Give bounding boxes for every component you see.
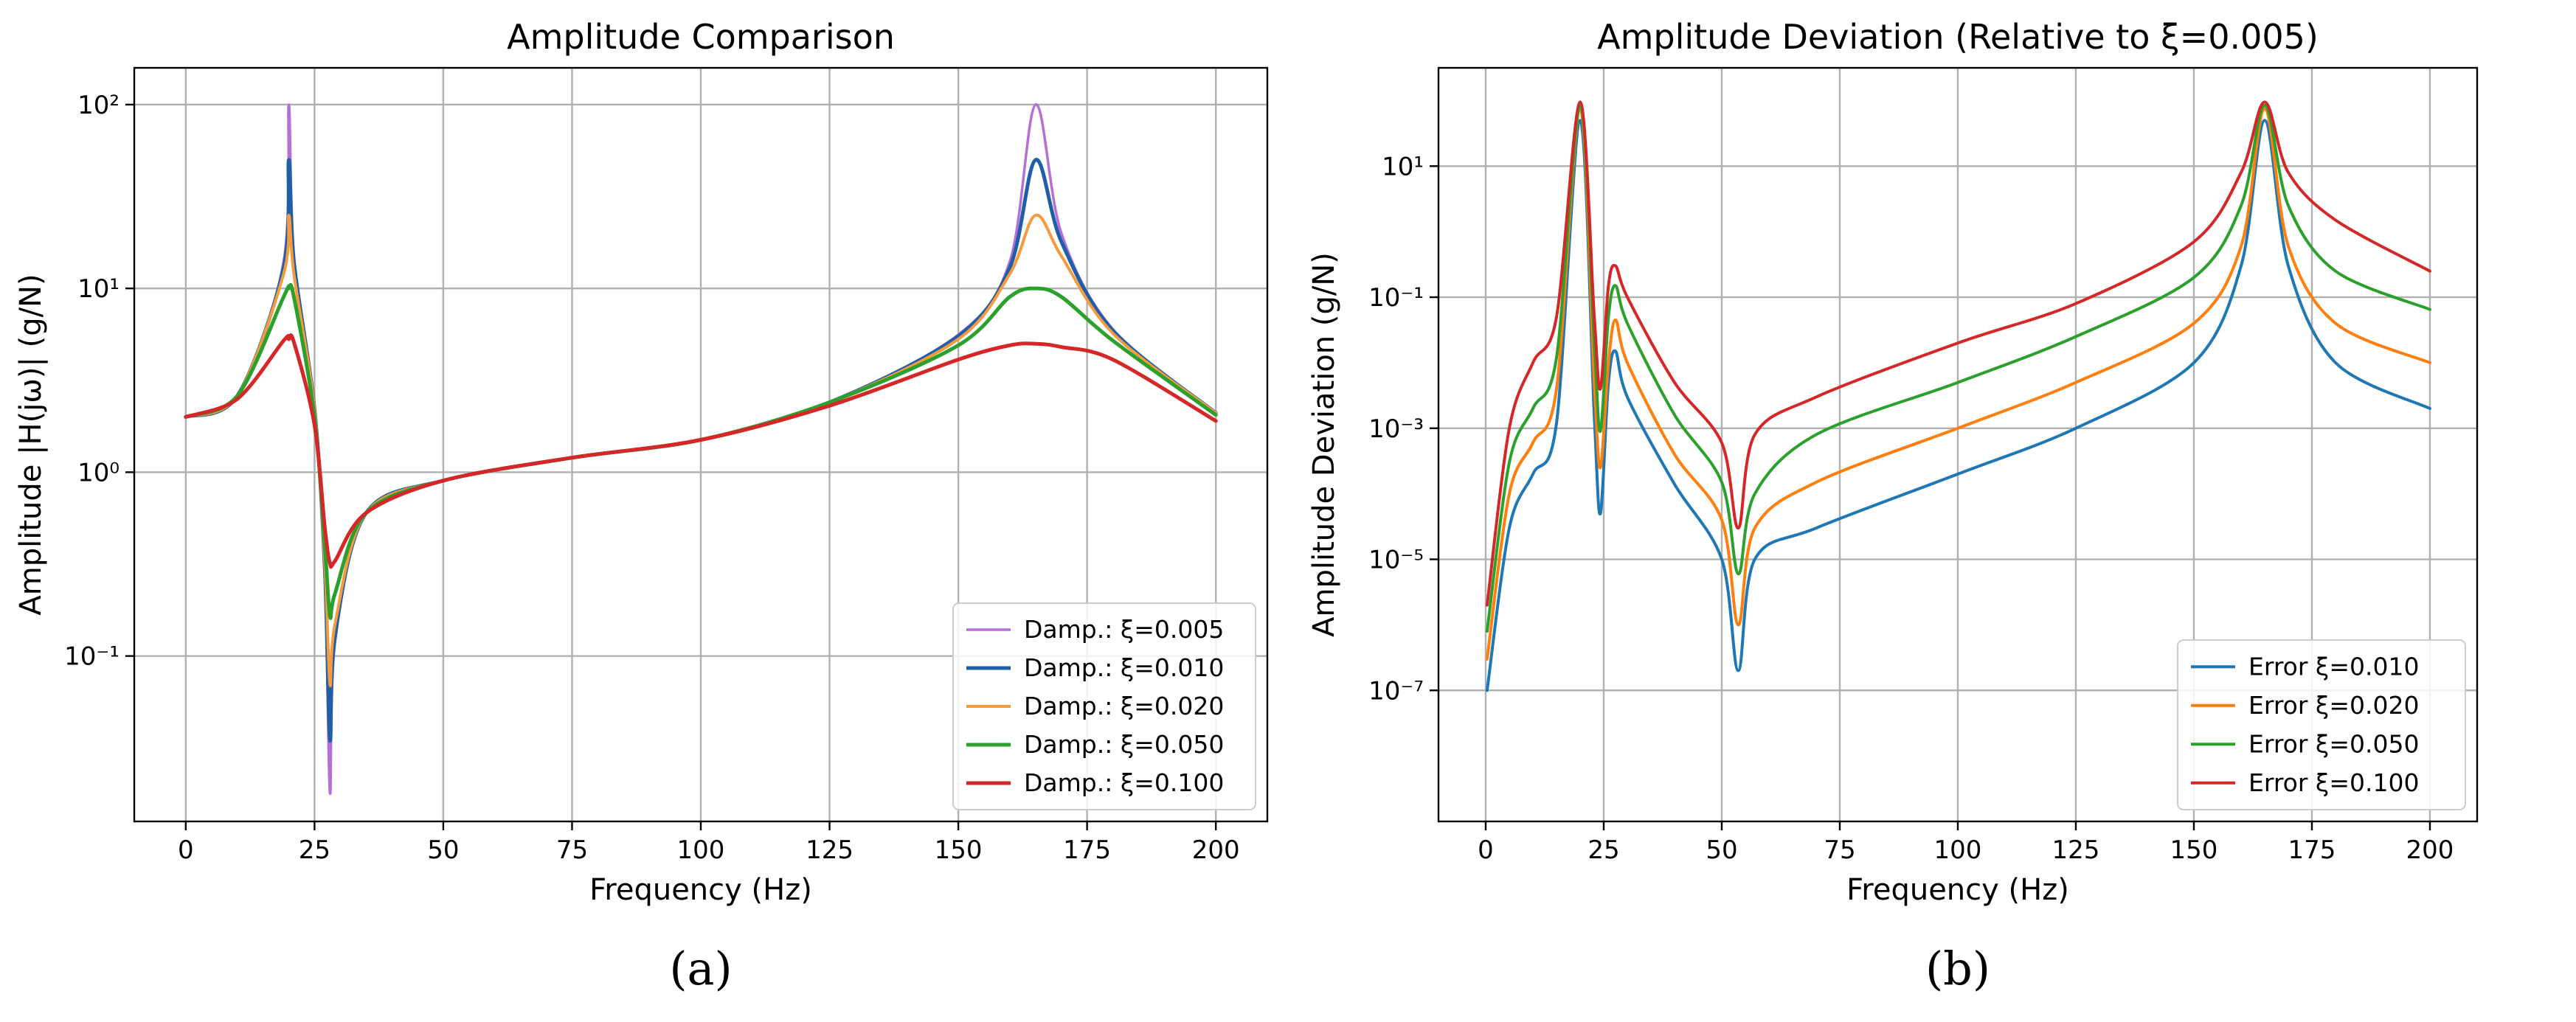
panel-b-x-tick-label: 200 (2406, 835, 2454, 865)
panel-a-x-tick-label: 75 (556, 835, 588, 865)
panel-a-x-tick-label: 200 (1192, 835, 1240, 865)
panel-a-x-tick-label: 100 (677, 835, 725, 865)
amplitude-comparison-panel: Amplitude Comparison 0 25 50 75 100 125 150 175… (14, 17, 1269, 907)
panel-b-y-tick-label: 10⁻¹ (1368, 283, 1424, 313)
panel-b-series-line-2 (1485, 103, 2431, 633)
panel-a-legend-box (952, 602, 1256, 810)
panel-a-x-tick-label: 0 (178, 835, 194, 865)
panel-b-x-tick-label: 50 (1706, 835, 1737, 865)
panel-b-y-tick-label: 10⁻⁵ (1368, 546, 1424, 575)
panel-b-legend: Error ξ=0.010 Error ξ=0.020 Error ξ=0.050 E… (2177, 639, 2466, 810)
panel-a-x-tick-label: 175 (1063, 835, 1111, 865)
panel-b-y-axis-label: Amplitude Deviation (g/N) (1307, 252, 1341, 637)
panel-a-y-tick-label: 10² (77, 91, 120, 120)
panel-b-y-tick-label: 10⁻⁷ (1368, 676, 1424, 706)
panel-a-y-tick-label: 10¹ (77, 274, 120, 304)
panel-a-legend: Damp.: ξ=0.005 Damp.: ξ=0.010 Damp.: ξ=0.0… (952, 602, 1256, 810)
panel-b-legend-label: Error ξ=0.010 (2248, 652, 2419, 681)
panel-a-x-tick-label: 50 (427, 835, 459, 865)
panel-b-legend-label: Error ξ=0.050 (2248, 729, 2419, 758)
panel-b-x-axis-label: Frequency (Hz) (1846, 873, 2069, 907)
panel-b-title: Amplitude Deviation (Relative to ξ=0.005… (1597, 17, 2319, 57)
panel-b-y-tick-label: 10¹ (1382, 152, 1424, 181)
panel-a-legend-label: Damp.: ξ=0.050 (1024, 730, 1224, 759)
panel-a-x-tick-label: 150 (935, 835, 983, 865)
panel-a-x-axis-label: Frequency (Hz) (589, 873, 812, 907)
panel-b-x-tick-label: 25 (1588, 835, 1619, 865)
panel-a-y-axis-label: Amplitude |H(jω)| (g/N) (14, 274, 48, 615)
panel-b-series-line-3 (1485, 100, 2431, 607)
panel-b-legend-label: Error ξ=0.020 (2248, 691, 2419, 720)
panel-b-x-tick-label: 150 (2170, 835, 2218, 865)
panel-a-legend-label: Damp.: ξ=0.005 (1024, 615, 1224, 644)
panel-b-x-tick-label: 75 (1824, 835, 1855, 865)
panel-b-legend-label: Error ξ=0.100 (2248, 768, 2419, 797)
subfigure-label-b: (b) (1925, 942, 1990, 995)
panel-a-title: Amplitude Comparison (507, 17, 895, 57)
amplitude-deviation-panel: Amplitude Deviation (Relative to ξ=0.005… (1307, 17, 2479, 907)
panel-a-y-tick-label: 10⁻¹ (64, 642, 120, 672)
panel-a-x-tick-label: 125 (806, 835, 854, 865)
panel-a-y-tick-label: 10⁰ (77, 458, 120, 487)
panel-a-x-tick-label: 25 (299, 835, 330, 865)
panel-a-legend-label: Damp.: ξ=0.010 (1024, 653, 1224, 682)
panel-a-legend-label: Damp.: ξ=0.020 (1024, 692, 1224, 720)
panel-b-legend-box (2177, 639, 2466, 810)
panel-b-x-tick-label: 125 (2052, 835, 2100, 865)
panel-b-x-tick-label: 175 (2288, 835, 2336, 865)
subfigure-label-a: (a) (669, 942, 732, 995)
panel-b-x-tick-label: 0 (1478, 835, 1494, 865)
panel-a-series-line-4 (184, 333, 1218, 569)
panel-b-y-tick-label: 10⁻³ (1368, 414, 1424, 444)
panel-b-x-tick-label: 100 (1934, 835, 1982, 865)
panel-a-legend-label: Damp.: ξ=0.100 (1024, 768, 1224, 797)
